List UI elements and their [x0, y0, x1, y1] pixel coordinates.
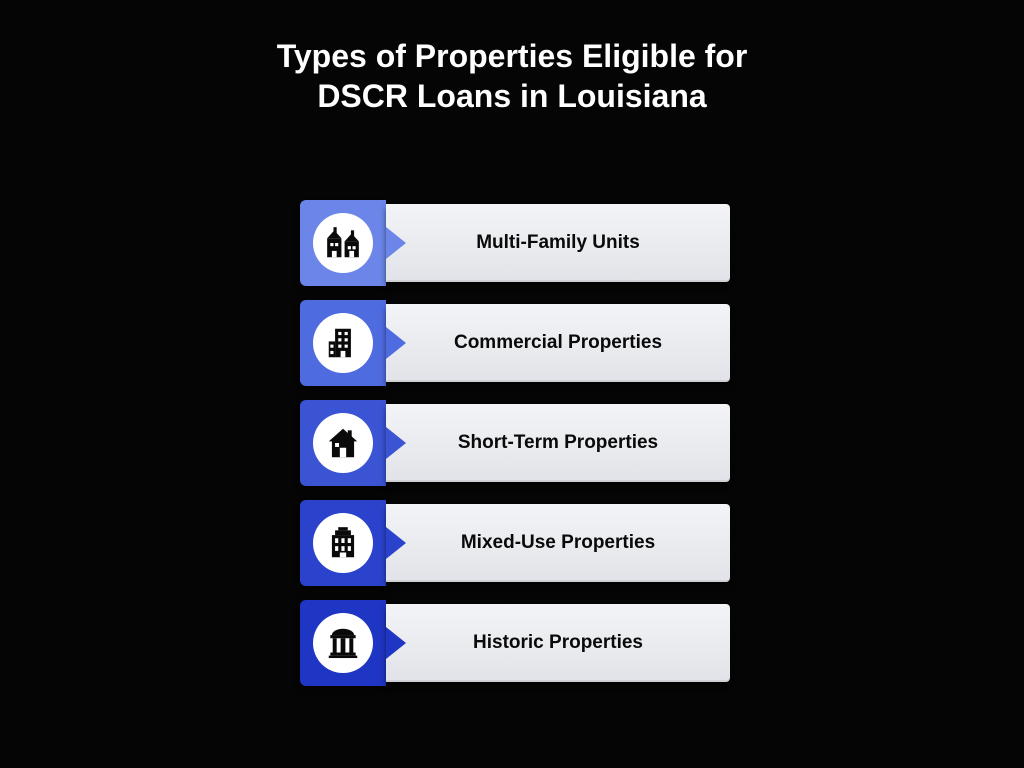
arrow-icon [386, 227, 406, 259]
list-item: Short-Term Properties [300, 400, 730, 486]
list-item: Historic Properties [300, 600, 730, 686]
icon-tile-4 [300, 600, 386, 686]
list-item: Commercial Properties [300, 300, 730, 386]
label-box: Short-Term Properties [386, 404, 730, 482]
title-line-1: Types of Properties Eligible for [277, 38, 748, 74]
label-box: Historic Properties [386, 604, 730, 682]
icon-tile-1 [300, 300, 386, 386]
list-item: Multi-Family Units [300, 200, 730, 286]
icon-tile-3 [300, 500, 386, 586]
page-title: Types of Properties Eligible for DSCR Lo… [0, 36, 1024, 116]
multi-family-icon [313, 213, 373, 273]
commercial-building-icon [313, 313, 373, 373]
arrow-icon [386, 627, 406, 659]
label-box: Commercial Properties [386, 304, 730, 382]
mixed-use-building-icon [313, 513, 373, 573]
historic-building-icon [313, 613, 373, 673]
icon-tile-2 [300, 400, 386, 486]
label-text: Short-Term Properties [458, 432, 658, 454]
icon-tile-0 [300, 200, 386, 286]
label-text: Multi-Family Units [476, 232, 640, 254]
label-text: Historic Properties [473, 632, 643, 654]
arrow-icon [386, 327, 406, 359]
house-icon [313, 413, 373, 473]
title-line-2: DSCR Loans in Louisiana [317, 78, 706, 114]
label-box: Mixed-Use Properties [386, 504, 730, 582]
label-box: Multi-Family Units [386, 204, 730, 282]
property-type-list: Multi-Family Units Commercial Properties [300, 200, 730, 700]
arrow-icon [386, 527, 406, 559]
label-text: Commercial Properties [454, 332, 662, 354]
arrow-icon [386, 427, 406, 459]
label-text: Mixed-Use Properties [461, 532, 655, 554]
list-item: Mixed-Use Properties [300, 500, 730, 586]
